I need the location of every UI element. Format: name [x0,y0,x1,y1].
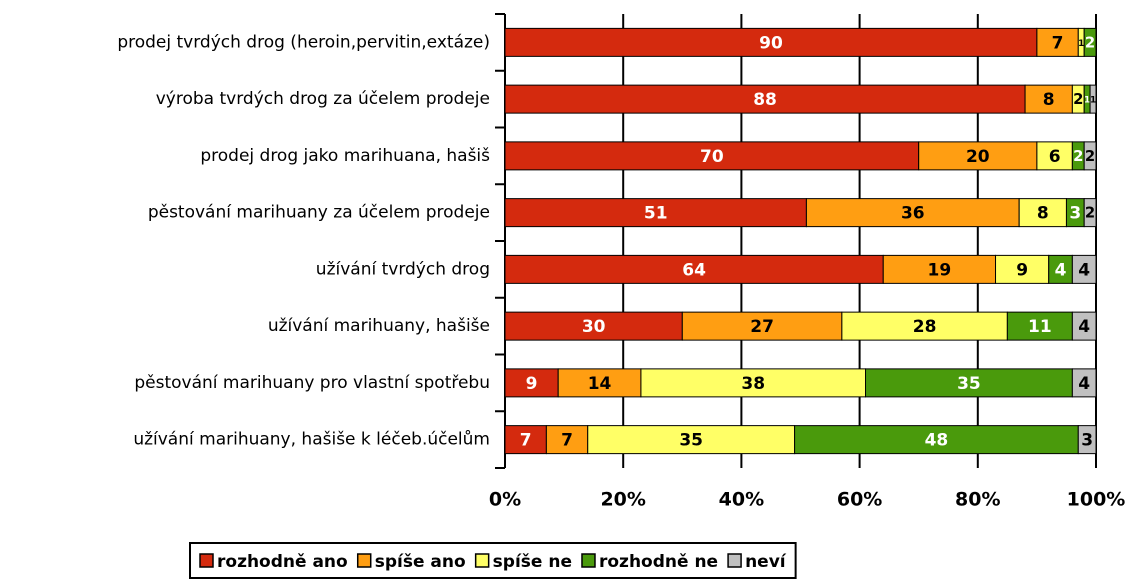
value-label: 3 [1069,204,1081,224]
legend-label: rozhodně ne [599,552,718,572]
bar-segment [805,198,1020,228]
bar-segment [1024,84,1073,114]
value-label: 1 [1090,96,1096,106]
bar-segment [918,141,1038,171]
bar-segment [794,425,1079,455]
category-label: prodej tvrdých drog (heroin,pervitin,ext… [117,32,490,52]
bar-segment [640,368,867,398]
value-label: 7 [561,431,573,451]
bar-segment [1083,198,1097,228]
bar-segment [995,254,1050,284]
bar-segment [504,368,559,398]
value-label: 7 [520,431,532,451]
value-label: 36 [901,204,925,224]
x-tick-label: 40% [719,489,764,511]
category-label: pěstování marihuany pro vlastní spotřebu [134,373,490,393]
value-label: 1 [1084,96,1090,106]
x-tick-label: 80% [955,489,1000,511]
value-label: 2 [1085,34,1095,51]
x-tick-label: 60% [837,489,882,511]
value-label: 6 [1049,147,1061,167]
value-label: 48 [925,431,949,451]
bar-segment [504,198,807,228]
legend-label: spíše ne [493,552,572,572]
bar-segment [504,425,547,455]
value-label: 11 [1028,317,1052,337]
value-label: 9 [526,374,538,394]
value-label: 30 [582,317,606,337]
value-label: 1 [1078,39,1084,49]
x-tick-label: 100% [1067,489,1126,511]
legend-label: spíše ano [375,552,466,572]
legend-swatch [474,553,490,568]
category-label: výroba tvrdých drog za účelem prodeje [156,89,490,109]
value-label: 20 [966,147,990,167]
value-label: 7 [1052,33,1064,53]
bar-segment [1083,141,1097,171]
value-label: 38 [741,374,765,394]
bar-segment [504,254,884,284]
value-label: 2 [1085,148,1095,165]
value-label: 64 [682,260,706,280]
bar-segment [865,368,1073,398]
value-label: 9 [1016,260,1028,280]
value-label: 90 [759,33,783,53]
category-label: užívání tvrdých drog [316,259,490,279]
category-label: prodej drog jako marihuana, hašiš [200,146,490,166]
value-label: 4 [1055,260,1067,280]
value-label: 19 [928,260,952,280]
legend-box [189,542,797,579]
bar-segment [1083,27,1097,57]
bar-segment [1018,198,1067,228]
value-label: 2 [1073,148,1083,165]
category-label: užívání marihuany, hašiše [268,316,490,336]
bar-segment [504,27,1038,57]
value-label: 4 [1078,260,1090,280]
bar-segment [1036,141,1073,171]
legend-swatch [356,553,372,568]
value-label: 2 [1085,205,1095,222]
value-label: 88 [753,90,777,110]
value-label: 51 [644,204,668,224]
x-tick-label: 0% [489,489,521,511]
value-label: 3 [1081,431,1093,451]
value-label: 4 [1078,374,1090,394]
value-label: 70 [700,147,724,167]
value-label: 8 [1043,90,1055,110]
x-tick-label: 20% [600,489,645,511]
value-label: 8 [1037,204,1049,224]
bar-segment [1089,84,1097,114]
value-label: 14 [588,374,612,394]
value-label: 4 [1078,317,1090,337]
bar-segment [1071,311,1097,341]
bar-segment [1036,27,1079,57]
bar-segment [1077,425,1097,455]
bar-segment [504,311,683,341]
value-label: 27 [750,317,774,337]
value-label: 2 [1073,91,1083,108]
value-label: 35 [679,431,703,451]
legend-swatch [581,553,596,568]
category-label: užívání marihuany, hašiše k léčeb.účelům [133,430,490,450]
legend-swatch [727,553,742,568]
legend-swatch [199,553,214,568]
bar-segment [1071,368,1097,398]
value-label: 35 [957,374,981,394]
category-label: pěstování marihuany za účelem prodeje [148,203,490,223]
legend-label: rozhodně ano [217,552,348,572]
bar-segment [1006,311,1073,341]
bar-segment [1071,254,1097,284]
bar-segment [504,84,1026,114]
bar-segment [841,311,1008,341]
value-label: 28 [913,317,937,337]
legend-label: neví [745,552,787,572]
bar-segment [504,141,920,171]
bar-segment [882,254,997,284]
